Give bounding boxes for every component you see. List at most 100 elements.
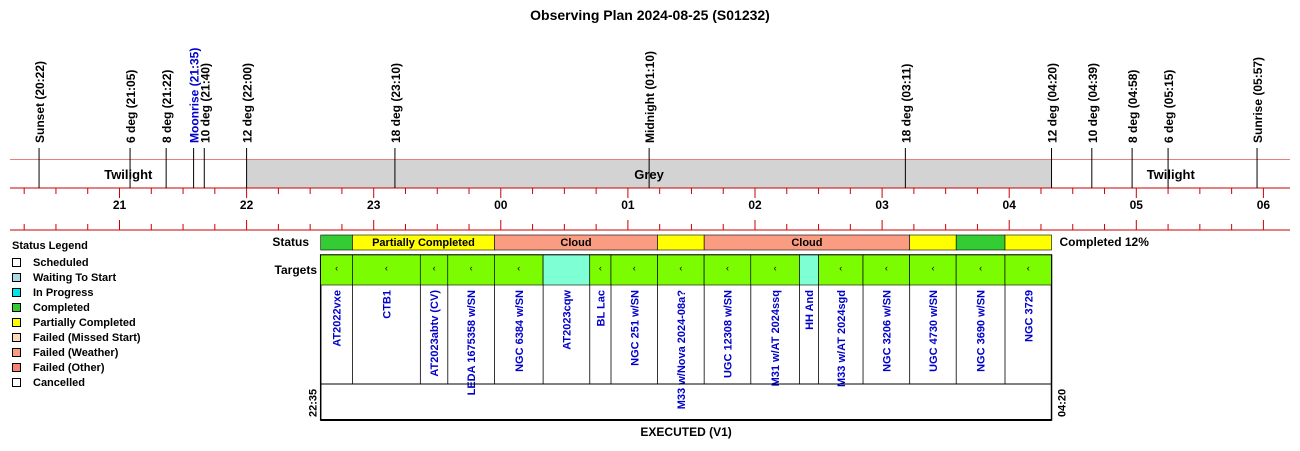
target-name: CTB1: [381, 290, 393, 319]
completion-text: Completed 12%: [1060, 235, 1150, 249]
target-name: NGC 251 w/SN: [629, 290, 641, 366]
target-dot: ‹: [433, 263, 436, 273]
status-segment: [909, 234, 957, 251]
legend-swatch: [12, 258, 21, 267]
target-dot: ‹: [599, 263, 602, 273]
target-dot: ‹: [385, 263, 388, 273]
target-block: [862, 254, 910, 286]
target-dot: ‹: [726, 263, 729, 273]
plan-start-label: 22:35: [308, 389, 320, 417]
chart-title: Observing Plan 2024-08-25 (S01232): [530, 7, 770, 23]
hour-tick-label: 21: [113, 198, 127, 212]
event-label: Midnight (01:10): [643, 51, 657, 143]
event-label: Sunrise (05:57): [1251, 57, 1265, 143]
plan-footer: EXECUTED (V1): [640, 425, 731, 439]
target-dot: ‹: [931, 263, 934, 273]
hour-tick-label: 03: [875, 198, 889, 212]
plan-end-label: 04:20: [1057, 389, 1069, 417]
legend-item: Scheduled: [12, 255, 182, 270]
status-segment: [1004, 234, 1052, 251]
legend-swatch: [12, 348, 21, 357]
status-segment: [955, 234, 1006, 251]
target-block: [799, 254, 819, 286]
legend-title: Status Legend: [12, 240, 88, 252]
legend-swatch: [12, 363, 21, 372]
hour-tick-label: 00: [494, 198, 508, 212]
target-name: M33 w/Nova 2024-08a?: [676, 290, 688, 410]
target-dot: ‹: [839, 263, 842, 273]
legend-item: Failed (Missed Start): [12, 330, 182, 345]
hour-tick-label: 23: [367, 198, 381, 212]
event-label: 8 deg (04:58): [1126, 70, 1140, 143]
target-name: NGC 6384 w/SN: [514, 290, 526, 372]
target-block: [1004, 254, 1052, 286]
target-name: NGC 3206 w/SN: [881, 290, 893, 372]
hour-tick-label: 06: [1257, 198, 1271, 212]
sky-band: [10, 160, 247, 188]
legend-label: Failed (Weather): [33, 346, 119, 359]
target-name: M33 w/AT 2024sgd: [836, 290, 848, 387]
hour-tick-label: 22: [240, 198, 254, 212]
event-label: 8 deg (21:22): [160, 70, 174, 143]
legend-item: Waiting To Start: [12, 270, 182, 285]
target-dot: ‹: [517, 263, 520, 273]
hour-tick-label: 02: [748, 198, 762, 212]
status-legend: Status Legend Scheduled Waiting To Start I…: [12, 240, 182, 390]
target-block: [703, 254, 752, 286]
targets-row-label: Targets: [275, 263, 318, 277]
event-label: 10 deg (04:39): [1086, 63, 1100, 143]
legend-item: In Progress: [12, 285, 182, 300]
target-dot: ‹: [335, 263, 338, 273]
hour-tick-label: 05: [1130, 198, 1144, 212]
legend-label: Completed: [33, 301, 90, 314]
hour-tick-label: 01: [621, 198, 635, 212]
target-name: UGC 12308 w/SN: [722, 290, 734, 378]
target-block: [420, 254, 449, 286]
event-label: Sunset (20:22): [33, 61, 47, 143]
legend-swatch: [12, 303, 21, 312]
legend-swatch: [12, 318, 21, 327]
legend-item: Cancelled: [12, 375, 182, 390]
status-segment: [657, 234, 705, 251]
target-block: [494, 254, 544, 286]
legend-label: In Progress: [33, 286, 94, 299]
target-block: [955, 254, 1006, 286]
target-dot: ‹: [633, 263, 636, 273]
sky-band: [1051, 160, 1290, 188]
target-dot: ‹: [979, 263, 982, 273]
legend-label: Cancelled: [33, 376, 85, 389]
legend-label: Partially Completed: [33, 316, 136, 329]
legend-label: Failed (Other): [33, 361, 105, 374]
target-dot: ‹: [1027, 263, 1030, 273]
legend-label: Scheduled: [33, 256, 89, 269]
target-dot: ‹: [470, 263, 473, 273]
legend-label: Failed (Missed Start): [33, 331, 141, 344]
event-label: Moonrise (21:35): [188, 48, 202, 143]
legend-item: Completed: [12, 300, 182, 315]
status-segment-label: Partially Completed: [372, 237, 475, 249]
target-name: NGC 3729: [1023, 290, 1035, 342]
sky-band-label: Twilight: [104, 167, 153, 182]
legend-swatch: [12, 273, 21, 282]
event-label: 12 deg (22:00): [241, 63, 255, 143]
target-block: [610, 254, 658, 286]
event-label: 6 deg (21:05): [124, 70, 138, 143]
target-block: [320, 254, 353, 286]
legend-swatch: [12, 333, 21, 342]
status-row-label: Status: [272, 235, 309, 249]
target-name: NGC 3690 w/SN: [976, 290, 988, 372]
target-name: M31 w/AT 2024ssq: [770, 290, 782, 386]
target-dot: ‹: [774, 263, 777, 273]
status-segment: [320, 234, 353, 251]
target-name: BL Lac: [595, 290, 607, 326]
event-label: 10 deg (21:40): [198, 63, 212, 143]
target-name: AT2022vxe: [332, 290, 344, 347]
legend-label: Waiting To Start: [33, 271, 117, 284]
target-dot: ‹: [885, 263, 888, 273]
event-label: 12 deg (04:20): [1046, 63, 1060, 143]
target-dot: ‹: [679, 263, 682, 273]
event-label: 6 deg (05:15): [1162, 70, 1176, 143]
legend-item: Failed (Other): [12, 360, 182, 375]
target-name: AT2023abtv (CV): [429, 290, 441, 377]
